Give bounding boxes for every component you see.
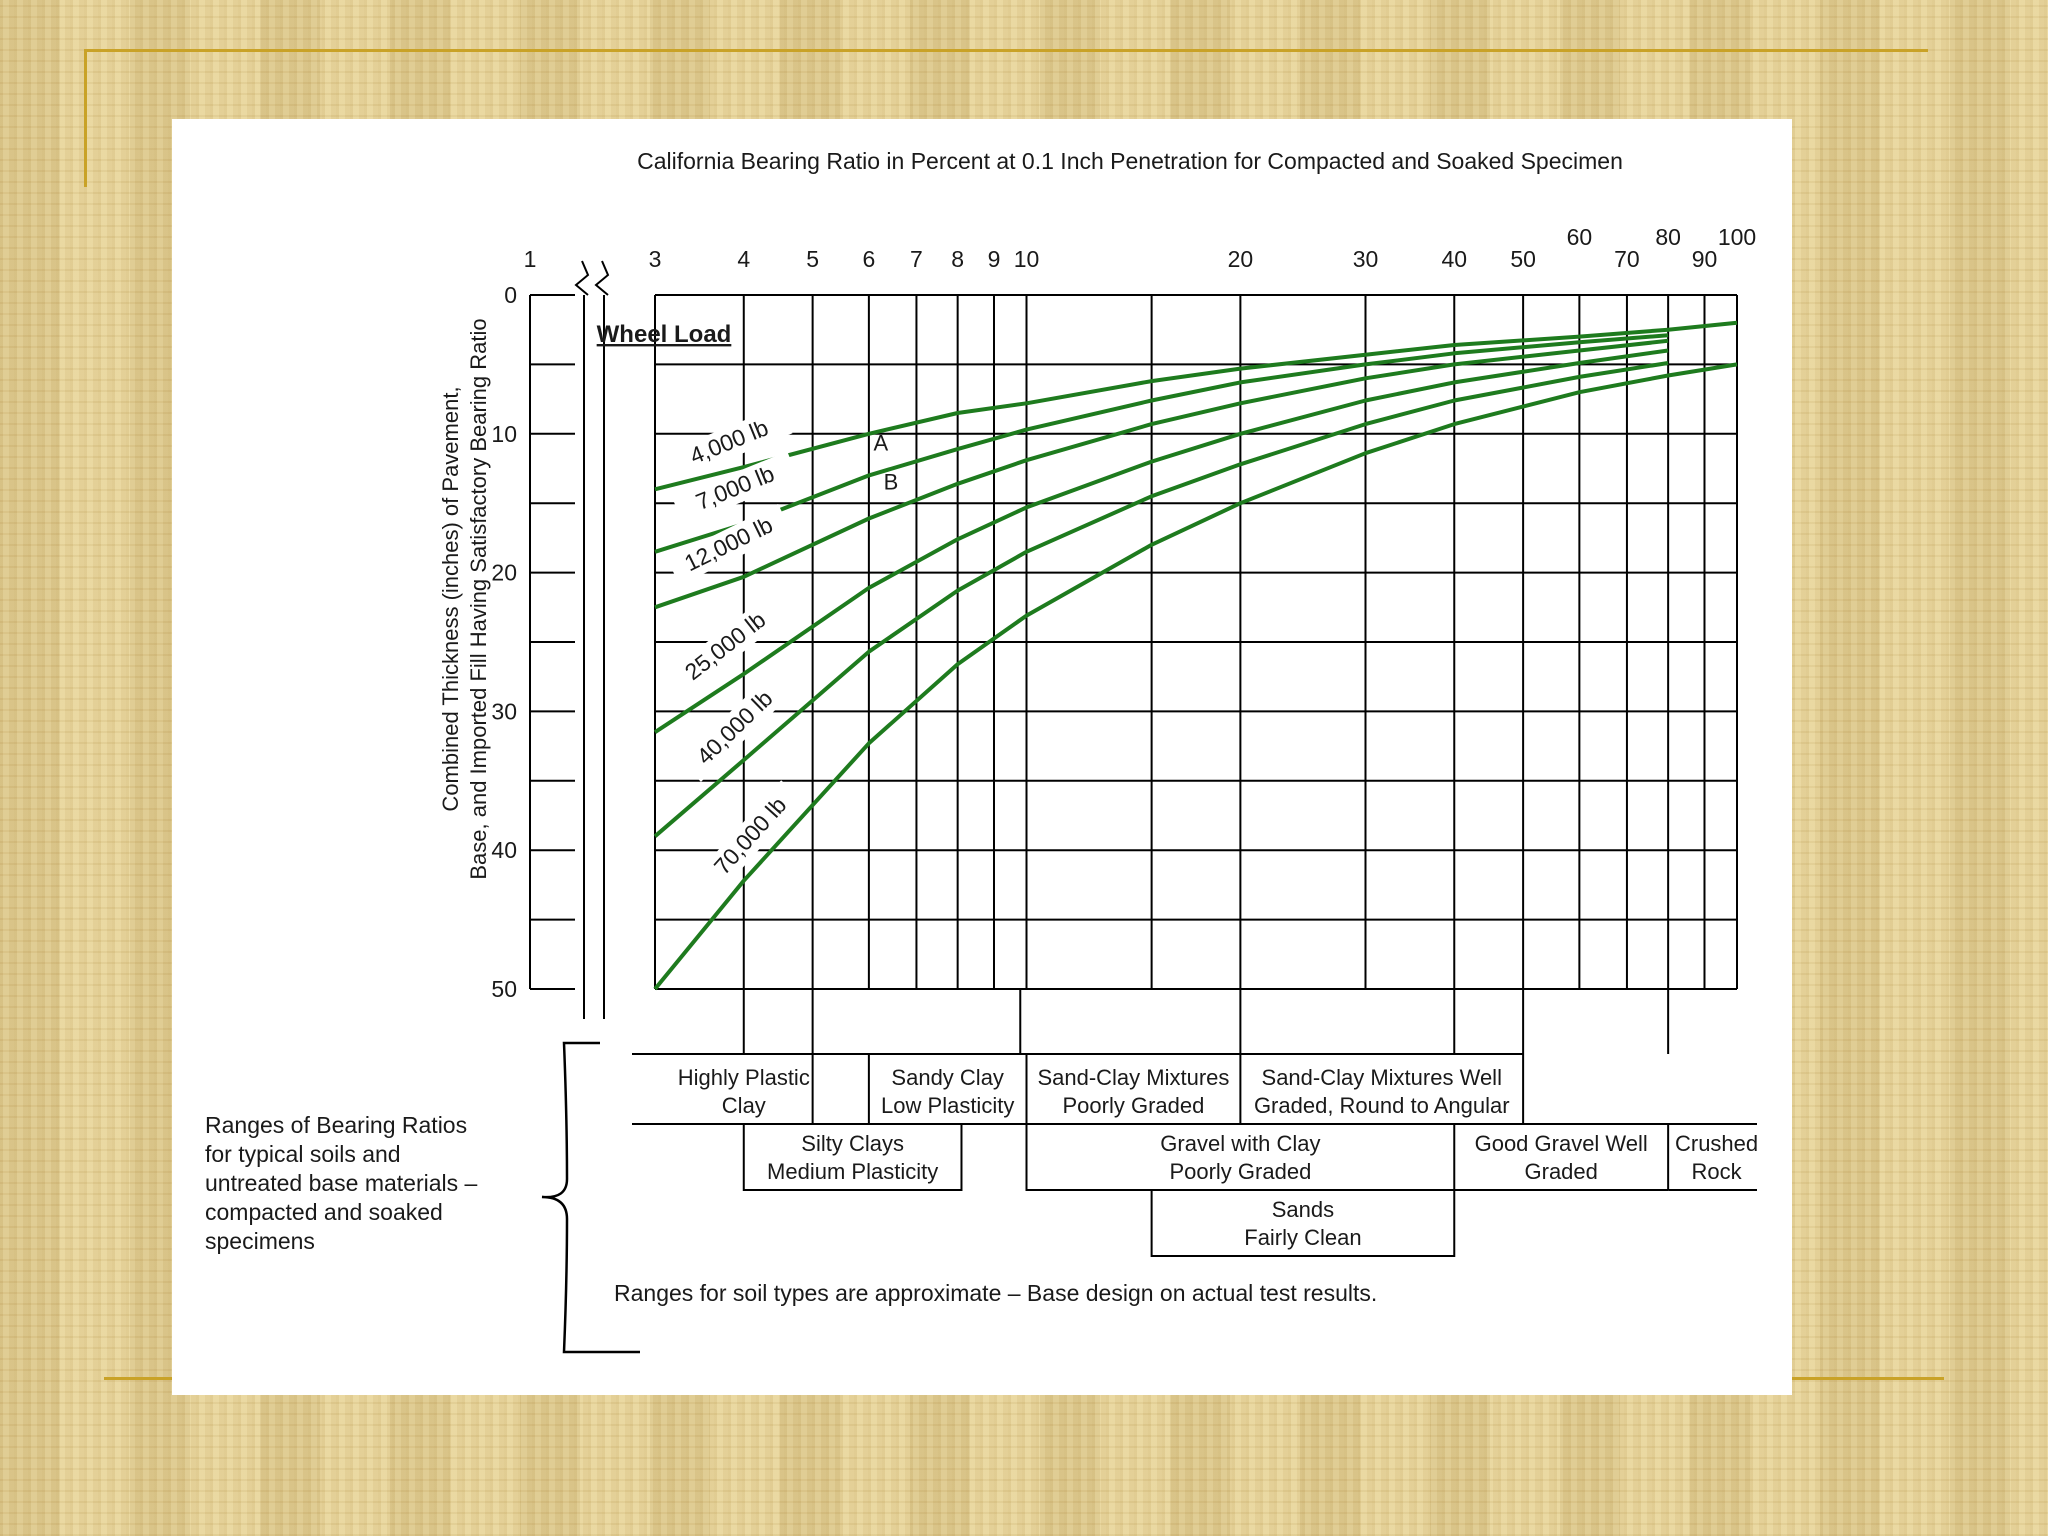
soil-box-silty-clays [742, 1123, 963, 1191]
x-tick-label-4: 4 [737, 246, 750, 272]
x-tick-label-100: 100 [1718, 224, 1756, 250]
curve-25000-lb [653, 348, 1669, 734]
wheel-load-curves [653, 320, 1738, 991]
y-tick-label-10: 10 [491, 421, 517, 447]
x-tick-label-80: 80 [1655, 224, 1681, 250]
x-tick-label-8: 8 [951, 246, 964, 272]
curve-70000-lb [653, 362, 1738, 991]
x-tick-label-60: 60 [1567, 224, 1593, 250]
ranges-caption-line-5: specimens [205, 1228, 315, 1254]
soil-gravel-clay-line-1: Gravel with Clay [1160, 1131, 1320, 1156]
curve-4000-lb [654, 320, 1738, 492]
soil-sands-line-2: Fairly Clean [1244, 1225, 1361, 1250]
y-tick-label-20: 20 [491, 560, 517, 586]
y-tick-label-50: 50 [491, 976, 517, 1002]
slide-left-rule [84, 49, 87, 187]
curve-12000-lb [654, 338, 1669, 610]
series-label-backing-4 [680, 674, 791, 782]
y-tick-labels: 0 10 20 30 40 50 [491, 282, 517, 1002]
x-tick-label-20: 20 [1228, 246, 1254, 272]
series-label-25000-lb: 25,000 lb [680, 606, 771, 685]
y-tick-label-0: 0 [504, 282, 517, 308]
y-tick-label-40: 40 [491, 837, 517, 863]
soil-sand-clay-well-line-2: Graded, Round to Angular [1254, 1093, 1510, 1118]
ranges-caption: Ranges of Bearing Ratios for typical soil… [205, 1041, 640, 1354]
curve-annotations: AB [874, 430, 899, 494]
ranges-caption-line-4: compacted and soaked [205, 1199, 443, 1225]
soil-crushed-rock-line-2: Rock [1692, 1159, 1743, 1184]
slide-top-rule [84, 49, 1928, 52]
axis-break-marker [574, 260, 610, 1019]
legend-title-wheel-load: Wheel Load [597, 321, 732, 348]
soil-highly-plastic-clay-line-2: Clay [722, 1093, 766, 1118]
axis-break-zigzag-right [594, 260, 610, 296]
x-tick-label-10: 10 [1014, 246, 1040, 272]
series-label-backing-2 [666, 504, 792, 586]
series-label-backing-0 [666, 405, 793, 480]
soil-sand-clay-well-line-1: Sand-Clay Mixtures Well [1262, 1065, 1502, 1090]
annotation-A: A [874, 430, 889, 455]
soil-good-gravel-line-1: Good Gravel Well [1475, 1131, 1648, 1156]
soil-silty-clays-line-1: Silty Clays [801, 1131, 904, 1156]
soil-crushed-rock-line-1: Crushed [1675, 1131, 1758, 1156]
soil-sandy-clay-line-1: Sandy Clay [891, 1065, 1004, 1090]
x-tick-label-9: 9 [988, 246, 1001, 272]
x-tick-label-70: 70 [1614, 246, 1640, 272]
soil-silty-clays-line-2: Medium Plasticity [767, 1159, 938, 1184]
x-tick-label-90: 90 [1692, 246, 1718, 272]
series-label-backing-5 [698, 780, 804, 893]
chart-title: California Bearing Ratio in Percent at 0… [637, 148, 1623, 174]
series-label-70000-lb: 70,000 lb [709, 792, 792, 880]
x-tick-label-7: 7 [910, 246, 923, 272]
curve-40000-lb [653, 361, 1669, 838]
series-label-backing-3 [667, 596, 784, 697]
axis-break-zigzag-left [574, 260, 590, 296]
soil-highly-plastic-clay-line-1: Highly Plastic [678, 1065, 810, 1090]
x-tick-label-50: 50 [1510, 246, 1536, 272]
x-tick-label-6: 6 [862, 246, 875, 272]
series-label-backing-1 [672, 451, 799, 526]
soil-sandy-clay-line-2: Low Plasticity [881, 1093, 1014, 1118]
ranges-brace [541, 1041, 640, 1354]
curve-7000-lb [654, 333, 1669, 554]
grid [529, 294, 1738, 990]
ranges-caption-line-2: for typical soils and [205, 1141, 401, 1167]
ranges-caption-line-3: untreated base materials – [205, 1170, 478, 1196]
soil-sand-clay-poor-line-2: Poorly Graded [1063, 1093, 1205, 1118]
soil-box-sands [1150, 1189, 1456, 1257]
x-tick-label-40: 40 [1441, 246, 1467, 272]
annotation-B: B [884, 469, 899, 494]
footnote: Ranges for soil types are approximate – … [614, 1280, 1377, 1306]
y-axis-label-line-2: Base, and Imported Fill Having Satisfact… [466, 318, 491, 879]
figure-panel: California Bearing Ratio in Percent at 0… [172, 119, 1792, 1395]
cbr-design-chart: California Bearing Ratio in Percent at 0… [205, 148, 1758, 1354]
y-tick-label-30: 30 [491, 698, 517, 724]
y-axis-label-line-1: Combined Thickness (inches) of Pavement, [438, 386, 463, 811]
ranges-caption-line-1: Ranges of Bearing Ratios [205, 1112, 467, 1138]
x-tick-label-3: 3 [649, 246, 662, 272]
series-label-4000-lb: 4,000 lb [686, 414, 772, 469]
soil-range-boxes: Highly Plastic Clay Sandy Clay Low Plastici… [632, 989, 1758, 1257]
x-tick-label-1: 1 [524, 246, 537, 272]
x-tick-label-30: 30 [1353, 246, 1379, 272]
soil-sands-line-1: Sands [1272, 1197, 1334, 1222]
soil-good-gravel-line-2: Graded [1525, 1159, 1598, 1184]
y-axis-label: Combined Thickness (inches) of Pavement,… [438, 318, 491, 879]
soil-gravel-clay-line-2: Poorly Graded [1169, 1159, 1311, 1184]
x-tick-label-5: 5 [806, 246, 819, 272]
soil-sand-clay-poor-line-1: Sand-Clay Mixtures [1037, 1065, 1229, 1090]
